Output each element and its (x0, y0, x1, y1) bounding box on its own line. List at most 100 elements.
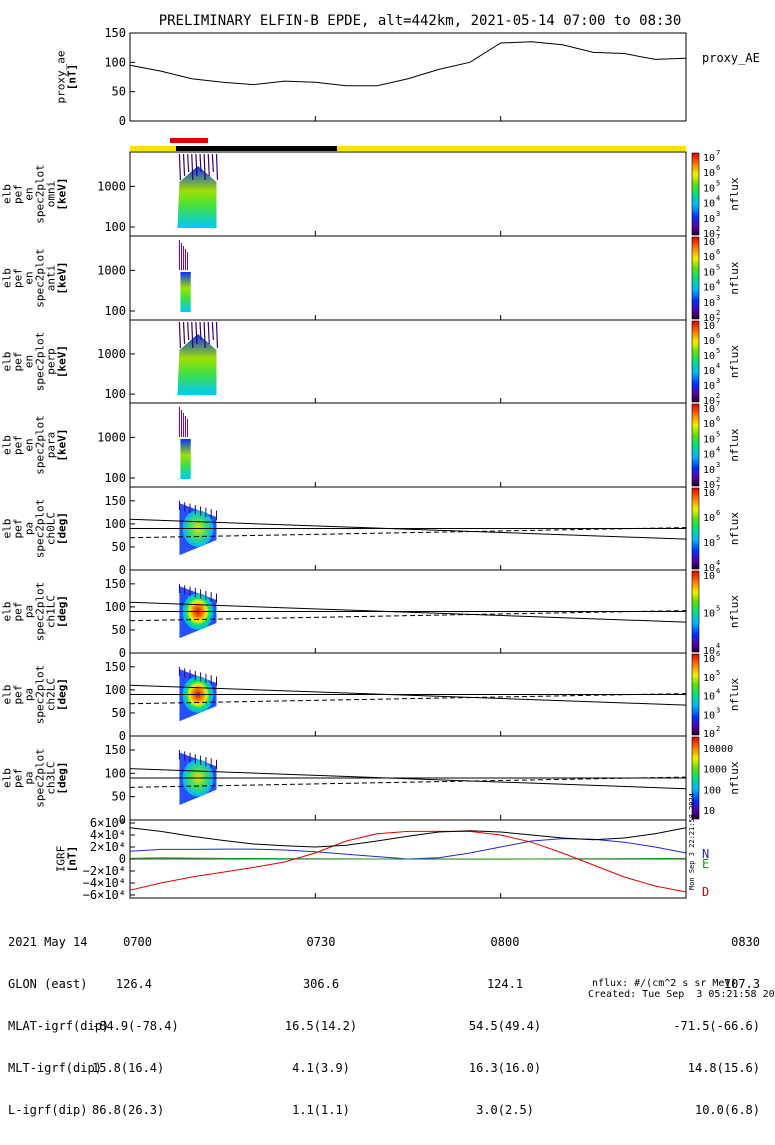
colorbar-tick-exponent: 4 (716, 642, 720, 650)
orbit-status-bars (130, 138, 686, 151)
y-axis-label: en (23, 355, 36, 368)
plot-title: PRELIMINARY ELFIN-B EPDE, alt=442km, 202… (159, 13, 682, 29)
y-tick-label: −4×10⁴ (83, 876, 126, 890)
igrf-series-N (129, 838, 687, 860)
colorbar-tick-label: 10 (703, 183, 715, 194)
series-label-D: D (702, 885, 709, 899)
spectrogram-noise-streak (211, 153, 214, 173)
y-axis-label: [deg] (56, 678, 69, 711)
footer-value: 0830 (731, 935, 760, 949)
colorbar-tick-label: 10 (703, 229, 715, 240)
colorbar-tick-label: 10 (703, 419, 715, 430)
y-axis-label: ch1LC (45, 595, 58, 628)
y-axis-label: pef (12, 435, 25, 455)
y-axis-label: elb (1, 352, 14, 372)
y-axis-label: en (23, 271, 36, 284)
colorbar-tick-exponent: 5 (716, 669, 720, 677)
red-status-bar (170, 138, 208, 143)
y-axis-label: pef (12, 768, 25, 788)
colorbar-tick-exponent: 3 (716, 706, 720, 714)
colorbar-tick-label: 10 (703, 298, 715, 309)
y-axis-label: pef (12, 519, 25, 539)
colorbar-tick-label: 10 (703, 381, 715, 392)
footer-value: 14.8(15.6) (687, 1061, 760, 1075)
colorbar-tick-label: 10 (703, 366, 715, 377)
y-axis-label: spec2plot (34, 164, 47, 224)
units-note: nflux: #/(cm^2 s sr MeV) (592, 978, 737, 989)
colorbar-tick-label: 10 (703, 673, 715, 684)
spectrogram-noise-streak (195, 321, 198, 345)
colorbar-tick-exponent: 5 (716, 179, 720, 187)
footer-value: 0700 (123, 935, 152, 949)
colorbar-tick-exponent: 3 (716, 210, 720, 218)
legend-label: proxy_AE (702, 51, 760, 65)
footer-value: 1.1(1.1) (292, 1103, 350, 1117)
colorbar-tick-exponent: 7 (716, 484, 720, 492)
colorbar (691, 403, 700, 487)
y-tick-label: 150 (104, 743, 126, 757)
colorbar-label: nflux (728, 177, 741, 210)
colorbar-tick-exponent: 3 (716, 377, 720, 385)
colorbar-tick-label: 10 (703, 404, 715, 415)
colorbar-tick-exponent: 7 (716, 233, 720, 241)
colorbar-tick-exponent: 6 (716, 509, 720, 517)
colorbar-tick-label: 10 (703, 488, 715, 499)
footer-value: 16.5(14.2) (284, 1019, 358, 1033)
colorbar-tick-exponent: 6 (716, 248, 720, 256)
spectrogram-noise-streak (203, 153, 206, 181)
spectrogram-noise-streak (199, 321, 202, 341)
colorbar-tick-label: 100 (703, 785, 721, 796)
y-tick-label: 6×10⁴ (90, 816, 126, 830)
colorbar-tick-exponent: 6 (716, 164, 720, 172)
colorbar-tick-exponent: 4 (716, 446, 720, 454)
y-axis-label: ch3LC (45, 761, 58, 794)
colorbar-tick-label: 10 (703, 563, 715, 574)
spectrogram-noise-streak (182, 321, 186, 345)
y-axis-label: elb (1, 519, 14, 539)
colorbar-tick-label: 10 (703, 153, 715, 164)
spectrogram-noise-streak (207, 321, 210, 345)
footer-value: 4.1(3.9) (292, 1061, 350, 1075)
y-axis-label: para (45, 432, 58, 459)
colorbar-tick-exponent: 2 (716, 309, 720, 317)
footer-value: 306.6 (302, 977, 340, 991)
y-tick-label: 1000 (97, 263, 126, 277)
colorbar (691, 570, 700, 653)
colorbar (691, 487, 700, 570)
footer-value: 126.4 (115, 977, 152, 991)
y-tick-label: 100 (104, 683, 126, 697)
y-axis-label: [keV] (56, 177, 69, 210)
spectrogram-noise-streak (211, 321, 214, 341)
colorbar-tick-exponent: 5 (716, 263, 720, 271)
footer-value: 10.0(6.8) (694, 1103, 760, 1117)
y-tick-label: 50 (112, 790, 126, 804)
spectrogram-region (180, 439, 191, 479)
series-label-N: N (702, 847, 709, 861)
colorbar-tick-label: 10000 (703, 744, 733, 755)
colorbar-label: nflux (728, 761, 741, 794)
y-axis-label: spec2plot (34, 582, 47, 642)
colorbar-label: nflux (728, 678, 741, 711)
colorbar-tick-label: 10 (703, 199, 715, 210)
colorbar-tick-label: 10 (703, 267, 715, 278)
anti-loss-cone-line (129, 776, 687, 788)
y-axis-label: proxy_ae (55, 51, 68, 104)
colorbar-tick-label: 10 (703, 434, 715, 445)
colorbar (691, 736, 700, 820)
colorbar-tick-label: 10 (703, 654, 715, 665)
science-status-bar (176, 146, 337, 151)
created-note: Created: Tue Sep 3 05:21:58 2024 (588, 989, 775, 1000)
y-axis-label: spec2plot (34, 665, 47, 725)
colorbar-tick-label: 10 (703, 571, 715, 582)
panel-frame (129, 32, 687, 122)
y-axis-label: spec2plot (34, 499, 47, 559)
colorbar-tick-exponent: 2 (716, 225, 720, 233)
y-tick-label: 100 (104, 387, 126, 401)
colorbar-tick-exponent: 4 (716, 279, 720, 287)
colorbar-tick-exponent: 7 (716, 317, 720, 325)
colorbar-tick-label: 10 (703, 321, 715, 332)
y-axis-label: ch0LC (45, 512, 58, 545)
